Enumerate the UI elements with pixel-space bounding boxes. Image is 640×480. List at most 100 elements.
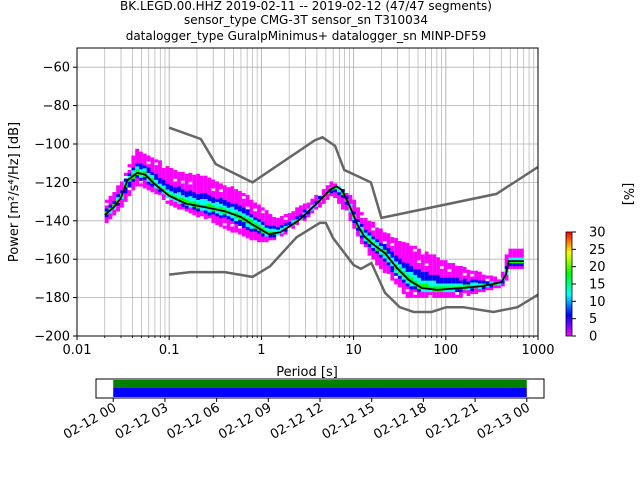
heatmap-cell [104, 199, 109, 203]
heatmap-cell [470, 279, 475, 283]
heatmap-cell [436, 286, 440, 290]
colorbar-tick-label: 5 [589, 312, 597, 327]
heatmap-cell [367, 243, 372, 248]
heatmap-cell [378, 257, 383, 261]
heatmap-cell [245, 217, 250, 222]
heatmap-cell [512, 254, 517, 258]
heatmap-cell [203, 192, 208, 197]
heatmap-cell [279, 218, 284, 223]
heatmap-cell [116, 191, 120, 195]
heatmap-cell [219, 183, 223, 187]
heatmap-cell [184, 188, 189, 192]
heatmap-cell [462, 284, 467, 288]
heatmap-cell [173, 172, 178, 176]
heatmap-cell [127, 164, 132, 168]
heatmap-cell [188, 207, 193, 211]
heatmap-cell [382, 249, 387, 253]
heatmap-cell [337, 194, 341, 199]
heatmap-cell [382, 243, 387, 248]
heatmap-cell [398, 278, 402, 282]
heatmap-cell [142, 159, 147, 163]
heatmap-cell [424, 257, 429, 261]
heatmap-cell [131, 158, 136, 162]
heatmap-cell [432, 260, 437, 264]
heatmap-cell [299, 205, 303, 209]
heatmap-cell [238, 219, 242, 224]
heatmap-cell [245, 232, 250, 236]
heatmap-cell [188, 210, 193, 214]
heatmap-cell [219, 203, 223, 207]
median-curve-line [104, 171, 524, 291]
heatmap-cell [123, 195, 128, 200]
heatmap-cell [154, 179, 159, 183]
heatmap-cell [199, 192, 204, 197]
heatmap-cell [150, 177, 155, 181]
heatmap-cell [458, 274, 463, 278]
heatmap-cell [291, 219, 296, 224]
heatmap-cell [173, 198, 178, 202]
heatmap-cell [432, 294, 437, 298]
heatmap-cell [260, 224, 265, 228]
coverage-tick-label: 02-12 15 [320, 400, 378, 442]
heatmap-cell [428, 265, 433, 270]
heatmap-cell [439, 260, 444, 264]
heatmap-cell [257, 230, 261, 234]
heatmap-cell [409, 294, 414, 298]
heatmap-cell [249, 202, 254, 206]
heatmap-cell [188, 190, 193, 194]
heatmap-cell [199, 201, 204, 205]
heatmap-cell [390, 251, 395, 255]
heatmap-cell [169, 202, 174, 206]
heatmap-cell [401, 288, 406, 292]
heatmap-cell [135, 180, 140, 184]
heatmap-cell [356, 207, 360, 211]
colorbar: 0 5 10 15 20 25 30 [%] [565, 183, 635, 345]
heatmap-cell [135, 151, 140, 155]
heatmap-cell [466, 281, 471, 285]
heatmap-cell [439, 288, 444, 293]
heatmap-cell [196, 173, 200, 177]
heatmap-cell [462, 275, 467, 279]
heatmap-cell [478, 288, 482, 293]
ppsd-plot: 0.01 0.1 1 10 100 1000 −60 −80 −100 −120 −140 −160… [7, 47, 555, 380]
heatmap-cell [180, 203, 185, 207]
heatmap-cell [260, 230, 265, 234]
heatmap-cell [424, 254, 429, 258]
heatmap-cell [325, 185, 330, 189]
heatmap-cell [291, 214, 296, 218]
heatmap-cell [234, 203, 239, 207]
heatmap-cell [108, 210, 113, 214]
heatmap-cell [428, 283, 433, 287]
heatmap-cell [417, 286, 421, 290]
heatmap-cell [127, 172, 132, 176]
heatmap-cell [253, 205, 258, 209]
y-tick-label: −100 [34, 138, 70, 153]
heatmap-cell [367, 223, 372, 227]
heatmap-cell [207, 186, 212, 190]
heatmap-cell [207, 215, 212, 219]
heatmap-cell [196, 182, 200, 186]
heatmap-cell [302, 206, 307, 210]
heatmap-cell [398, 272, 402, 276]
heatmap-cell [409, 260, 414, 264]
heatmap-cell [276, 229, 280, 233]
heatmap-cell [375, 253, 379, 257]
heatmap-cell [249, 205, 254, 209]
heatmap-cell [363, 243, 368, 248]
heatmap-cell [230, 186, 235, 190]
colorbar-tick-label: 0 [589, 330, 597, 345]
heatmap-cell [413, 265, 418, 270]
heatmap-cell [260, 221, 265, 225]
heatmap-cell [500, 271, 505, 275]
heatmap-cell [458, 277, 463, 281]
heatmap-cell [310, 210, 315, 214]
heatmap-cell [432, 280, 437, 284]
heatmap-cell [241, 221, 246, 225]
heatmap-cell [451, 286, 456, 290]
heatmap-cell [203, 190, 208, 194]
heatmap-cell [142, 168, 147, 172]
heatmap-cell [199, 175, 204, 179]
heatmap-cell [390, 254, 395, 258]
heatmap-cell [211, 182, 216, 186]
heatmap-cell [184, 179, 189, 183]
